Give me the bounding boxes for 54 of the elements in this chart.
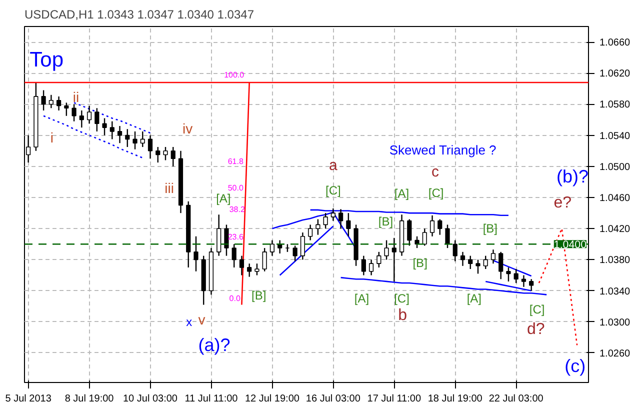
x-tick-label: 17 Jul 11:00 — [367, 394, 422, 404]
y-tick-label: 1.0380 — [600, 255, 631, 266]
annotation: [A] — [216, 191, 231, 206]
annotation: iii — [164, 180, 174, 196]
annotation: [A] — [354, 292, 370, 306]
annotation: Top — [30, 48, 64, 72]
annotation: [C] — [529, 302, 545, 316]
y-tick-label: 1.0540 — [600, 130, 631, 142]
x-tick-label: 22 Jul 03:00 — [488, 394, 544, 404]
annotation: 50.0 — [228, 183, 244, 192]
x-tick-label: 11 Jul 11:00 — [184, 394, 238, 404]
annotation: a — [329, 157, 338, 174]
annotation: i — [50, 130, 54, 146]
annotation: 38.2 — [229, 205, 246, 214]
x-tick-label: 12 Jul 19:00 — [244, 394, 300, 404]
y-tick-label: 1.0620 — [600, 68, 631, 80]
annotation: x — [186, 314, 192, 329]
annotation: iv — [182, 120, 193, 136]
annotation: (c) — [564, 356, 586, 376]
x-tick-label: 16 Jul 03:00 — [306, 394, 361, 404]
x-tick-label: 18 Jul 19:00 — [428, 394, 483, 404]
annotation: [C] — [428, 186, 444, 200]
y-tick-label: 1.0460 — [600, 193, 631, 204]
y-tick-label: 1.0300 — [600, 317, 631, 328]
annotation: 61.8 — [228, 156, 244, 166]
y-tick-label: 1.0500 — [600, 162, 631, 173]
annotation: 0.0 — [229, 294, 241, 303]
annotation: [B] — [482, 222, 498, 236]
x-tick-label: 8 Jul 19:00 — [64, 394, 114, 404]
annotation: [B] — [378, 214, 394, 229]
annotation: (a)? — [198, 335, 230, 356]
annotation: [B] — [252, 288, 266, 302]
annotation: e? — [554, 194, 572, 212]
annotation: 100.0 — [224, 70, 245, 80]
annotation: [C] — [394, 292, 410, 306]
annotation: v — [198, 312, 206, 328]
chart-title: USDCAD,H1 1.0343 1.0347 1.0340 1.0347 — [24, 8, 254, 22]
annotation: ii — [72, 89, 80, 106]
annotation: [A] — [466, 292, 482, 306]
annotation: [B] — [412, 256, 428, 270]
y-tick-label: 1.0580 — [600, 100, 631, 111]
annotation: Skewed Triangle ? — [389, 142, 496, 158]
annotation: (b)? — [556, 166, 589, 187]
y-tick-label: 1.0340 — [600, 286, 631, 298]
annotation: [C] — [326, 184, 341, 198]
annotation: d? — [527, 321, 545, 338]
annotation: [A] — [394, 186, 410, 201]
annotation: c — [432, 163, 440, 180]
x-tick-label: 5 Jul 2013 — [5, 394, 52, 404]
x-tick-label: 10 Jul 03:00 — [123, 394, 178, 404]
annotation: b — [398, 307, 408, 324]
y-tick-label: 1.0660 — [600, 38, 631, 49]
y-tick-label: 1.0260 — [600, 348, 631, 360]
y-tick-label: 1.0420 — [600, 224, 631, 236]
